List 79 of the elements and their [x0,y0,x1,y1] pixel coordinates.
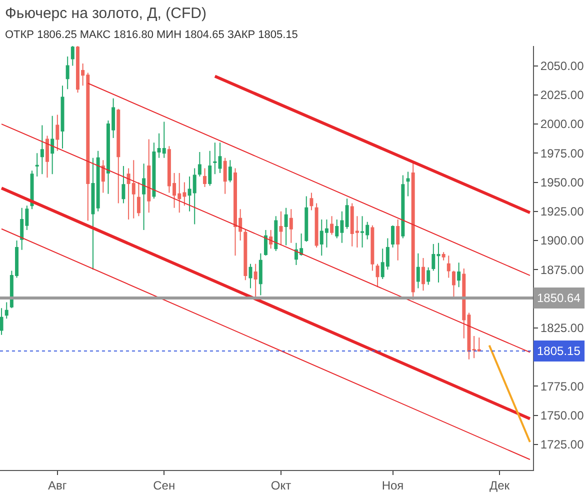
candlestick [223,157,227,194]
y-tick-label: 1900.00 [540,234,584,248]
candlestick [0,308,4,336]
y-tick-label: 1875.00 [540,262,584,277]
candlestick [310,192,314,211]
candlestick [40,124,44,175]
candlestick [70,46,74,66]
candlestick [208,150,212,186]
x-tick-label: Ноя [382,478,404,492]
y-tick-label: 2025.00 [540,88,584,102]
candlestick [203,168,207,188]
chart-subtitle: ОТКР 1806.25 МАКС 1816.80 МИН 1804.65 ЗАКР 1805.15 [5,29,298,41]
candlestick [432,244,436,272]
candlestick [228,160,232,183]
y-tick-label: 1750.00 [540,408,584,422]
x-tick-label: Сен [153,478,176,492]
candlestick [56,114,60,152]
candlestick [436,242,440,283]
candlestick [213,142,217,175]
candlestick [314,202,318,248]
candlestick [289,208,293,244]
candlestick [446,255,450,278]
candlestick [406,171,410,197]
candlestick [152,142,156,200]
y-tick-label: 1825.00 [540,321,584,336]
candlestick [345,198,349,230]
candlestick [274,216,278,252]
candlestick [60,85,64,150]
candlestick [142,163,146,231]
candlestick [66,56,70,90]
candlestick [416,252,420,289]
candlestick [269,230,273,250]
candlestick [35,152,39,177]
candlestick [426,266,430,286]
candlestick [91,157,95,270]
ref-line-label: 1850.64 [537,291,581,305]
candlestick [4,302,8,320]
candlestick [244,230,248,281]
candlestick [422,258,425,292]
candlestick [122,165,126,204]
candlestick [96,150,100,212]
candlestick [452,270,456,298]
y-tick-label: 2050.00 [540,59,584,73]
candlestick [116,108,120,204]
candlestick [254,263,258,297]
candlestick [248,263,252,289]
x-tick-label: Дек [489,478,510,492]
y-tick-label: 2000.00 [540,117,584,132]
y-tick-label: 1925.00 [540,204,584,219]
candlestick [147,138,151,214]
candlestick [401,174,405,239]
candlestick [457,262,461,288]
y-tick-label: 1775.00 [540,379,584,394]
candlestick [284,207,288,246]
candlestick [46,135,49,178]
x-tick-label: Авг [48,478,68,492]
ref-line-label: 1805.15 [537,344,581,358]
x-tick-label: Окт [270,478,292,492]
candlestick [279,210,283,246]
candlestick [50,115,54,175]
y-tick-label: 1975.00 [540,146,584,160]
candlestick [258,252,262,296]
y-tick-label: 1950.00 [540,175,584,190]
candlestick [376,263,380,288]
candlestick [30,170,34,210]
chart-title: Фьючерс на золото, Д, (CFD) [5,5,206,22]
candlestick [304,196,308,242]
y-tick-label: 1725.00 [540,438,584,452]
candlestick [391,224,395,248]
candlestick [218,142,222,174]
candlestick [198,152,202,177]
candlestick [264,230,268,256]
candlestick [136,182,140,217]
candlestick [442,252,446,261]
candlestick [396,219,400,261]
candlestick [101,160,105,194]
candlestick [411,162,415,300]
candlestick [370,224,374,272]
candlestick [330,216,334,236]
